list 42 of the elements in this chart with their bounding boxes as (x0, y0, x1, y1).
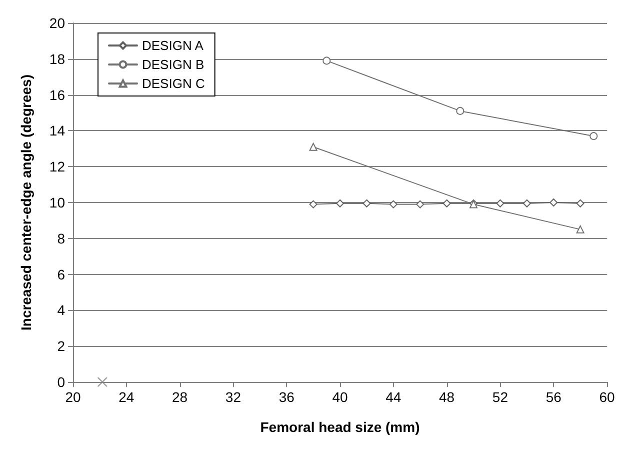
x-tick-label: 28 (172, 389, 188, 405)
point (362, 199, 371, 208)
y-tick-label: 20 (49, 15, 66, 31)
point (97, 376, 108, 388)
y-tick-label: 6 (57, 266, 66, 282)
y-tick-label: 18 (49, 50, 66, 67)
point (416, 200, 424, 208)
x-tick-label: 48 (439, 389, 455, 405)
legend-label: DESIGN C (142, 76, 205, 91)
x-tick-label: 52 (492, 389, 508, 405)
y-tick-label: 8 (57, 230, 66, 246)
y-tick-label: 10 (49, 194, 66, 210)
point (550, 198, 558, 206)
x-tick-label: 40 (332, 389, 348, 405)
point (576, 199, 584, 208)
point (456, 106, 464, 115)
point (522, 199, 531, 208)
point (309, 142, 318, 151)
point (442, 199, 451, 208)
y-tick-label: 14 (49, 122, 66, 139)
x-axis-title: Femoral head size (mm) (260, 419, 420, 435)
legend-label: DESIGN A (142, 38, 204, 53)
point (336, 199, 344, 208)
legend-label: DESIGN B (142, 57, 204, 72)
point (309, 200, 318, 208)
y-tick-label: 4 (57, 302, 66, 318)
point (496, 199, 504, 208)
point (576, 225, 584, 234)
y-tick-label: 0 (57, 374, 66, 390)
x-tick-label: 44 (386, 389, 402, 405)
point (322, 56, 331, 65)
point (389, 200, 398, 208)
x-tick-label: 32 (225, 389, 242, 405)
x-tick-label: 24 (118, 389, 134, 405)
x-tick-label: 60 (599, 389, 615, 405)
y-axis-title: Increased center-edge angle (degrees) (18, 74, 34, 330)
x-tick-label: 36 (278, 389, 295, 405)
y-tick-label: 16 (49, 86, 66, 103)
y-tick-label: 12 (49, 158, 66, 175)
point (590, 132, 598, 140)
x-tick-label: 56 (546, 389, 562, 405)
y-tick-label: 2 (57, 338, 66, 354)
